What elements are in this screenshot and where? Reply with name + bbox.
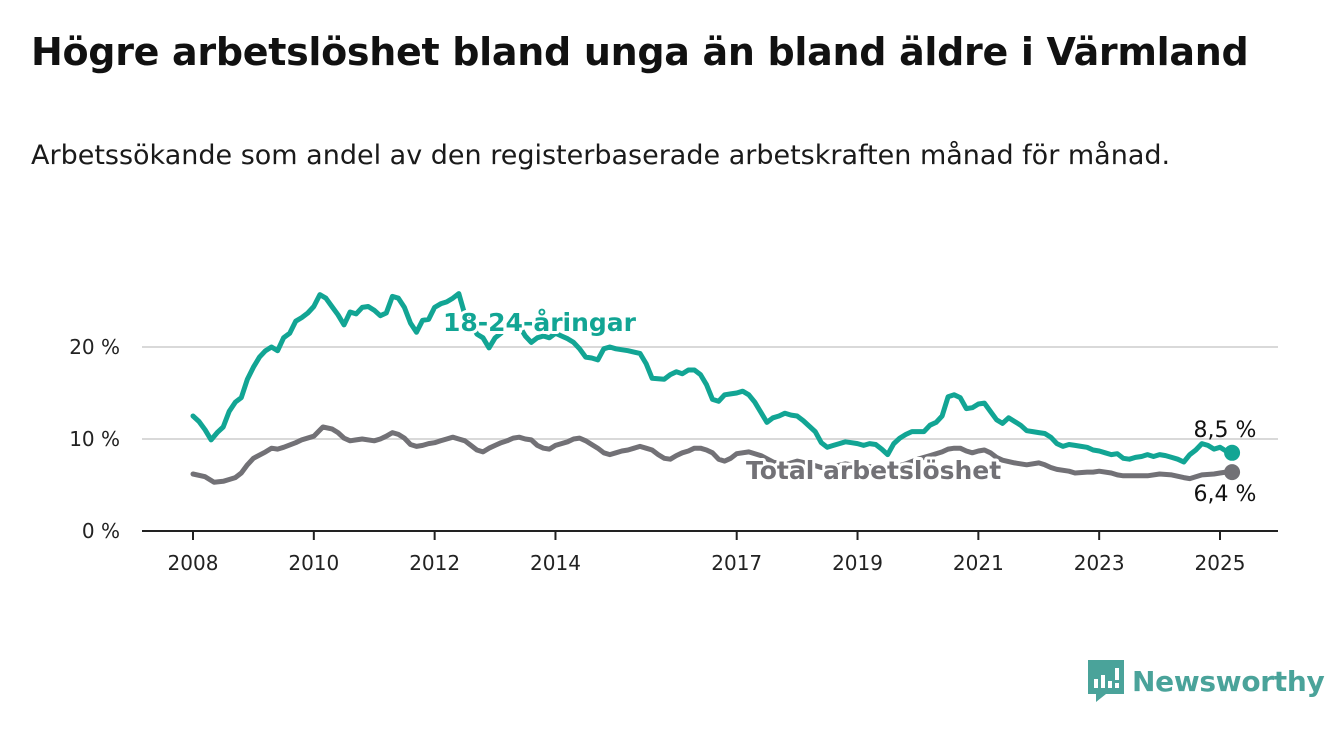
x-tick-label: 2019 [832,551,883,575]
series-endpoint-total [1224,464,1241,481]
x-tick-label: 2014 [530,551,581,575]
series-line-youth [190,291,1235,465]
series-line-total [190,424,1235,485]
series-labels: 18-24-åringar Total arbetslöshet 8,5 % 6,4 … [440,305,1257,507]
x-tick-label: 2017 [711,551,762,575]
x-tick-label: 2023 [1074,551,1125,575]
series-lines [190,291,1241,485]
x-tick-label: 2025 [1195,551,1246,575]
y-tick-label: 0 % [82,519,120,543]
end-value-youth: 8,5 % [1194,418,1257,443]
chart-subtitle: Arbetssökande som andel av den registerb… [31,140,1171,171]
gridlines [142,346,1278,440]
brand-name: Newsworthy [1132,664,1325,698]
y-tick-label: 20 % [69,335,120,359]
series-endpoint-youth [1224,444,1241,461]
x-tick-label: 2012 [409,551,460,575]
end-value-total: 6,4 % [1194,482,1257,507]
chart-title: Högre arbetslöshet bland unga än bland ä… [31,30,1249,74]
x-tick-label: 2010 [288,551,339,575]
newsworthy-logo-icon [1088,660,1124,702]
series-label-total: Total arbetslöshet [746,456,1001,485]
y-tick-label: 10 % [69,427,120,451]
x-tick-label: 2008 [168,551,219,575]
x-tick-label: 2021 [953,551,1004,575]
brand-logo: Newsworthy [1088,660,1325,702]
axes: 0 % 10 % 20 % 2008 2010 2012 2014 2017 2019 2021 2… [69,335,1278,575]
series-label-youth: 18-24-åringar [443,308,637,337]
